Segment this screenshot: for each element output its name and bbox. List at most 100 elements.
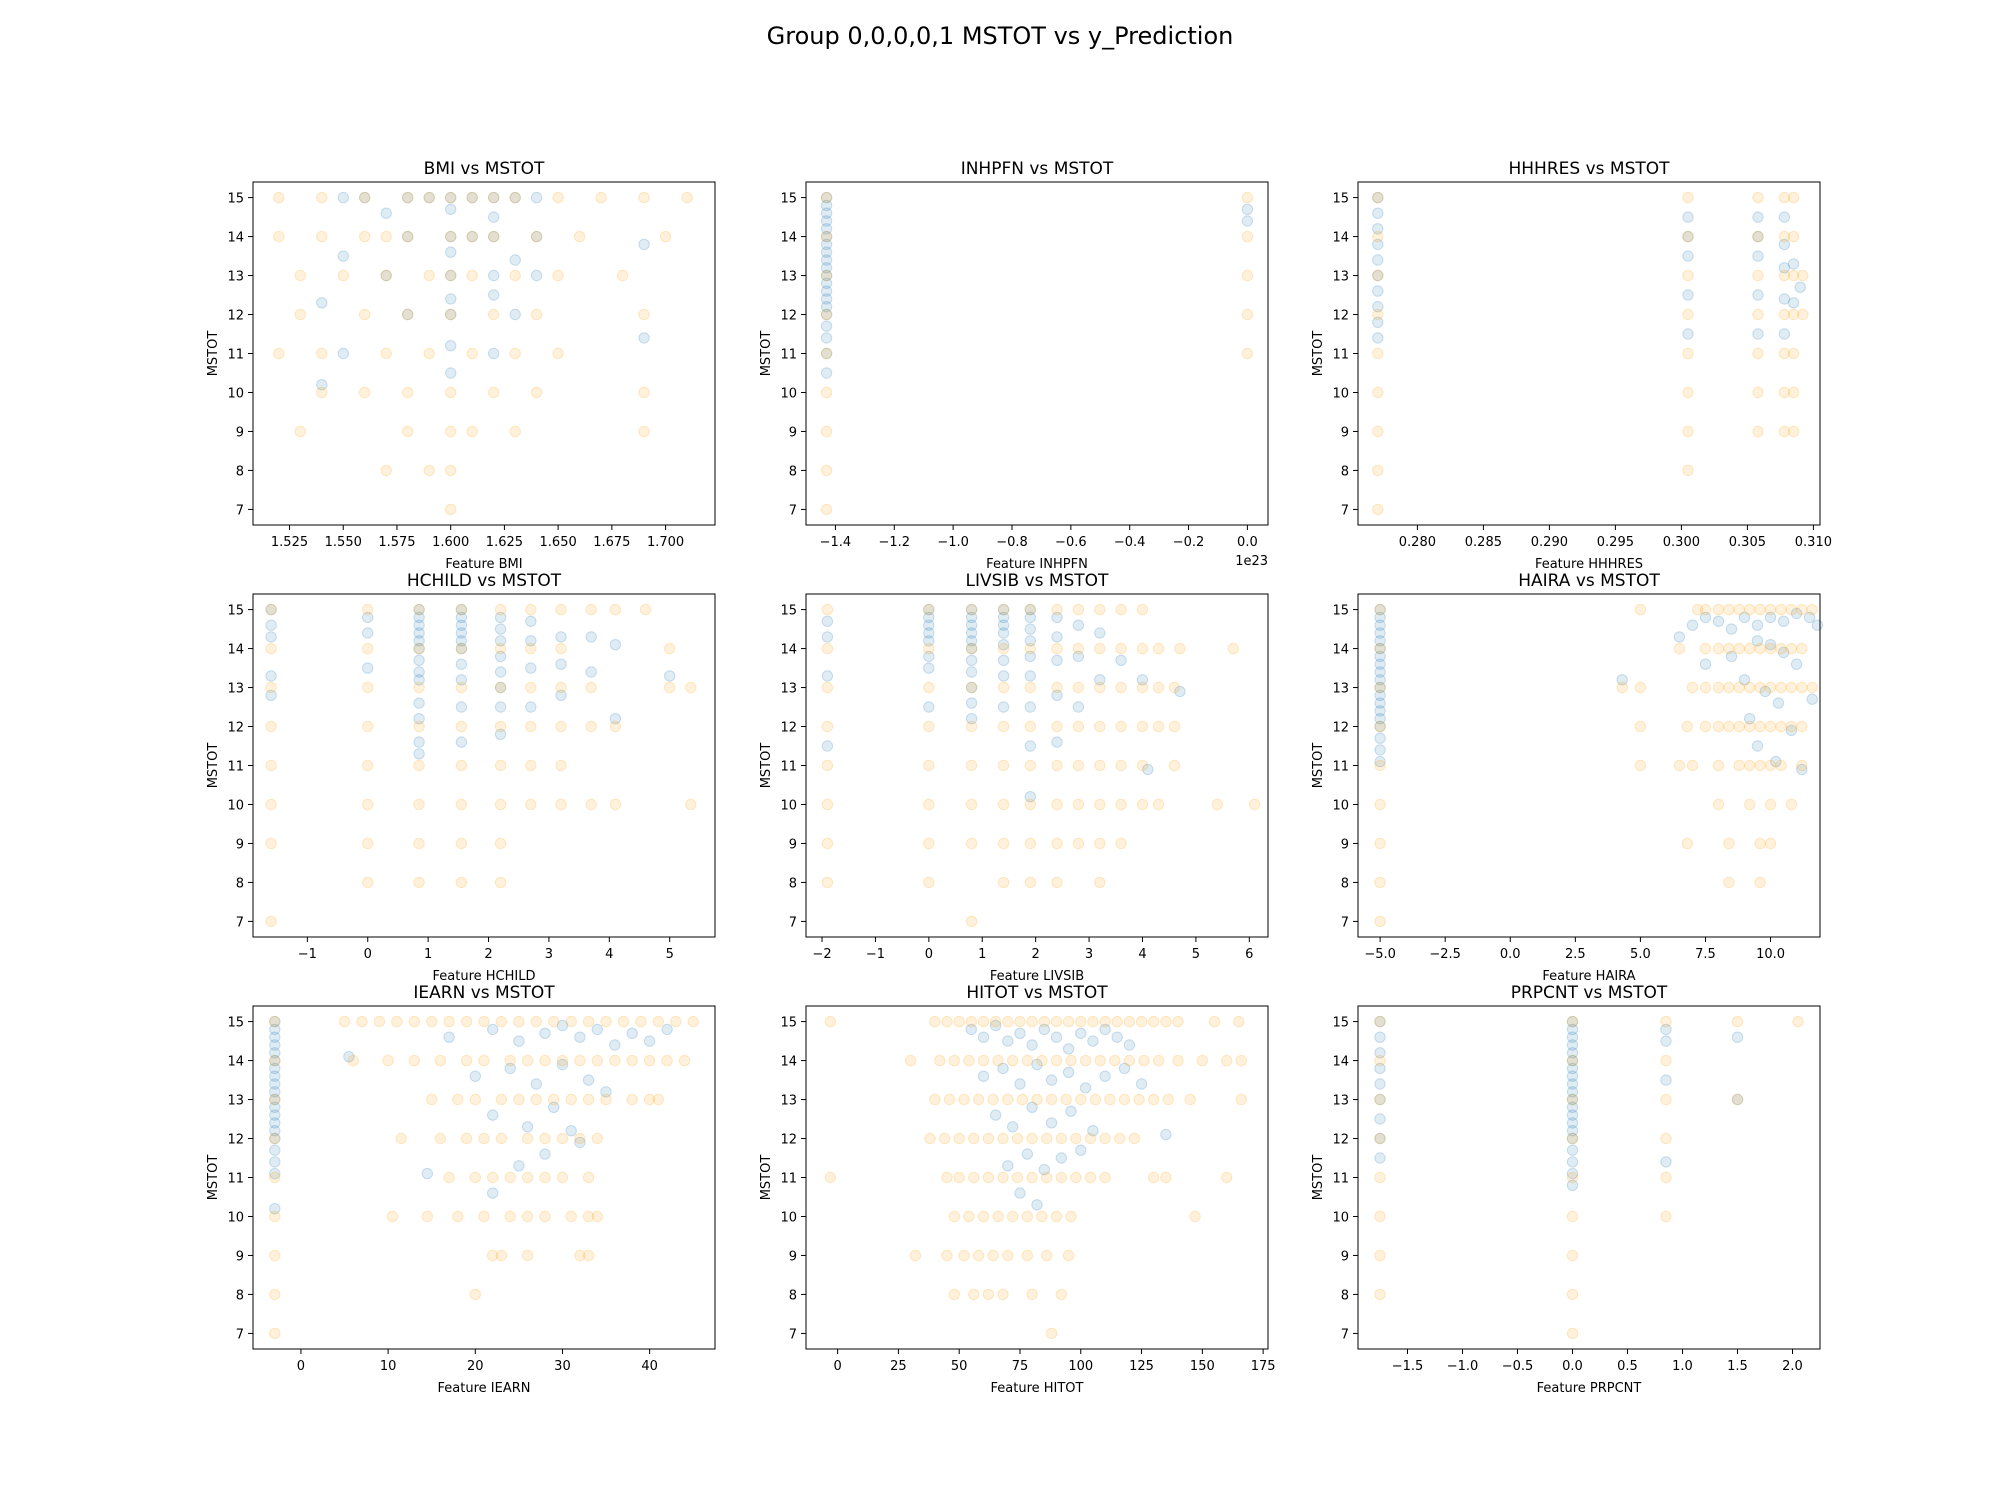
- scatter-point: [521, 1210, 534, 1223]
- y-tick-label: 13: [1332, 270, 1349, 285]
- series-1: [1372, 191, 1806, 344]
- x-axis-label: Feature IEARN: [438, 1381, 531, 1396]
- scatter-point: [923, 876, 935, 889]
- scatter-point: [1772, 697, 1785, 709]
- scatter-point: [265, 915, 277, 928]
- scatter-point: [997, 1171, 1009, 1184]
- scatter-point: [1566, 1070, 1579, 1082]
- scatter-point: [445, 340, 457, 352]
- x-tick-label: −2: [812, 947, 831, 962]
- scatter-point: [1566, 1156, 1579, 1168]
- scatter-point: [1778, 328, 1791, 340]
- scatter-point: [269, 1132, 281, 1145]
- scatter-point: [820, 285, 833, 297]
- scatter-point: [1374, 1062, 1386, 1075]
- scatter-point: [1051, 631, 1063, 643]
- x-tick-label: −1.4: [820, 535, 852, 550]
- scatter-point: [1796, 720, 1808, 733]
- y-axis-label: MSTOT: [759, 1155, 774, 1201]
- scatter-point: [1660, 1015, 1672, 1028]
- scatter-point: [977, 1031, 990, 1043]
- scatter-point: [600, 1093, 612, 1106]
- scatter-point: [1065, 1054, 1077, 1067]
- scatter-point: [359, 308, 371, 321]
- scatter-point: [574, 1136, 586, 1149]
- scatter-point: [1374, 1078, 1386, 1090]
- scatter-point: [452, 1210, 464, 1223]
- scatter-point: [1136, 681, 1149, 694]
- scatter-point: [513, 1035, 525, 1047]
- scatter-point: [466, 425, 478, 438]
- scatter-point: [488, 308, 500, 321]
- y-tick-label: 8: [1341, 876, 1349, 891]
- scatter-point: [402, 425, 414, 438]
- scatter-point: [1660, 1023, 1672, 1036]
- scatter-point: [269, 1327, 281, 1340]
- scatter-point: [664, 681, 676, 694]
- scatter-point: [1055, 1132, 1068, 1145]
- scatter-point: [638, 308, 650, 321]
- scatter-point: [421, 1167, 433, 1180]
- scatter-point: [1752, 269, 1764, 282]
- scatter-point: [1372, 191, 1384, 204]
- scatter-point: [997, 603, 1010, 616]
- y-tick-label: 8: [236, 1288, 244, 1303]
- scatter-point: [445, 203, 457, 216]
- scatter-point: [638, 238, 650, 251]
- scatter-point: [1026, 1015, 1038, 1028]
- y-tick-label: 7: [789, 503, 797, 518]
- scatter-point: [269, 1144, 281, 1156]
- scatter-point: [539, 1132, 551, 1145]
- scatter-point: [513, 1093, 525, 1106]
- scatter-point: [609, 639, 622, 651]
- scatter-point: [1007, 1121, 1019, 1133]
- series-2: [269, 1015, 699, 1340]
- scatter-point: [455, 658, 468, 670]
- scatter-point: [1024, 837, 1037, 850]
- y-tick-label: 10: [780, 386, 797, 401]
- scatter-point: [530, 230, 543, 243]
- subplot-3: HHHRES vs MSTOT 0.280 0.285 0.290 0.295 0.300…: [1311, 159, 1832, 572]
- scatter-point: [1051, 720, 1063, 733]
- scatter-point: [466, 269, 478, 282]
- scatter-point: [923, 759, 935, 772]
- scatter-point: [948, 1210, 960, 1223]
- scatter-point: [452, 1093, 464, 1106]
- scatter-point: [953, 1132, 965, 1145]
- scatter-point: [556, 1171, 569, 1184]
- scatter-point: [494, 635, 507, 647]
- scatter-point: [1136, 603, 1149, 616]
- scatter-point: [269, 1062, 281, 1075]
- scatter-point: [934, 1054, 946, 1067]
- scatter-point: [820, 223, 833, 235]
- subplot-title: LIVSIB vs MSTOT: [966, 571, 1110, 591]
- scatter-point: [1136, 720, 1149, 733]
- scatter-point: [574, 1054, 586, 1067]
- scatter-point: [265, 689, 277, 701]
- scatter-point: [1744, 603, 1756, 616]
- scatter-point: [1221, 1171, 1233, 1184]
- scatter-point: [1778, 269, 1791, 282]
- scatter-point: [1045, 1093, 1058, 1106]
- scatter-point: [555, 642, 567, 655]
- scatter-point: [1372, 316, 1384, 328]
- scatter-point: [316, 379, 328, 391]
- scatter-point: [1725, 650, 1738, 663]
- x-tick-label: 100: [1068, 1359, 1093, 1374]
- scatter-point: [265, 681, 277, 694]
- scatter-point: [923, 642, 935, 655]
- scatter-point: [1014, 1187, 1026, 1199]
- scatter-point: [923, 837, 935, 850]
- scatter-point: [1566, 1132, 1579, 1145]
- scatter-point: [1168, 720, 1181, 733]
- x-tick-label: 175: [1251, 1359, 1276, 1374]
- y-tick-label: 9: [236, 1249, 244, 1264]
- y-tick-label: 9: [236, 425, 244, 440]
- scatter-point: [1026, 1101, 1038, 1114]
- scatter-point: [413, 674, 425, 686]
- scatter-point: [556, 1019, 569, 1032]
- y-tick-label: 14: [227, 1055, 244, 1070]
- y-tick-label: 13: [780, 270, 797, 285]
- scatter-point: [1785, 681, 1798, 694]
- scatter-point: [1123, 1039, 1136, 1051]
